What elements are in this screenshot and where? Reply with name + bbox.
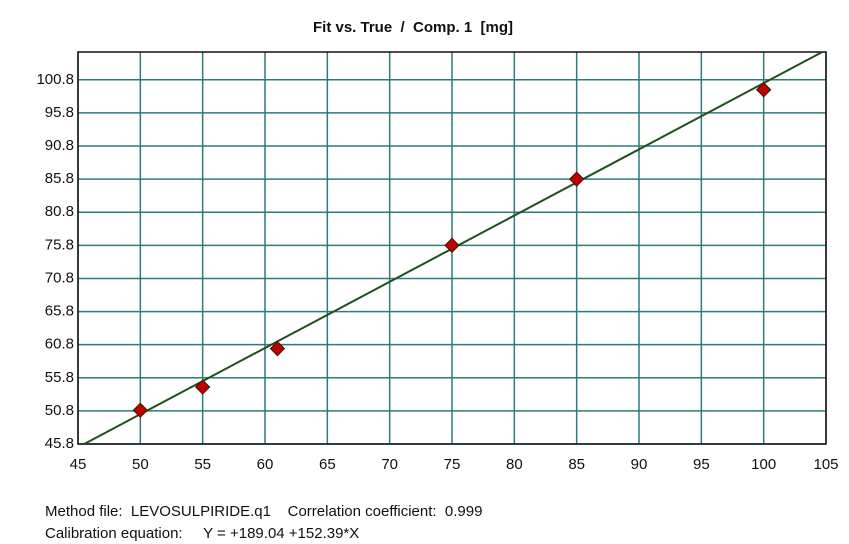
x-tick-label: 85: [568, 456, 585, 473]
x-tick-label: 100: [751, 456, 776, 473]
x-tick-label: 55: [194, 456, 211, 473]
x-tick-label: 90: [631, 456, 648, 473]
y-tick-label: 55.8: [45, 369, 74, 386]
y-tick-label: 60.8: [45, 336, 74, 353]
x-tick-label: 75: [444, 456, 461, 473]
data-point: [568, 171, 585, 187]
data-point: [269, 340, 286, 357]
data-point: [755, 82, 772, 98]
chart-title: Fit vs. True / Comp. 1 [mg]: [313, 19, 513, 36]
y-tick-label: 95.8: [45, 104, 74, 121]
data-point: [194, 379, 211, 395]
plot-border: [77, 51, 827, 445]
y-tick-label: 75.8: [45, 236, 74, 253]
x-tick-label: 60: [257, 456, 274, 473]
x-tick-label: 95: [693, 456, 710, 473]
y-tick-label: 45.8: [45, 435, 74, 452]
x-tick-label: 50: [132, 456, 149, 473]
data-point: [444, 237, 460, 254]
y-tick-label: 100.8: [36, 71, 74, 88]
y-tick-label: 70.8: [45, 269, 74, 286]
x-tick-label: 80: [506, 456, 523, 473]
x-tick-label: 65: [319, 456, 336, 473]
x-tick-label: 70: [381, 456, 398, 473]
y-tick-label: 50.8: [45, 402, 74, 419]
y-tick-label: 80.8: [45, 203, 74, 220]
y-tick-label: 85.8: [45, 170, 74, 187]
footer-line: Method file: LEVOSULPIRIDE.q1 Correlatio…: [45, 503, 482, 520]
x-tick-label: 45: [70, 456, 87, 473]
footer-line: Calibration equation: Y = +189.04 +152.3…: [45, 525, 359, 542]
x-tick-label: 105: [813, 456, 838, 473]
y-tick-label: 65.8: [45, 303, 74, 320]
data-point: [132, 402, 149, 418]
y-tick-label: 90.8: [45, 137, 74, 154]
